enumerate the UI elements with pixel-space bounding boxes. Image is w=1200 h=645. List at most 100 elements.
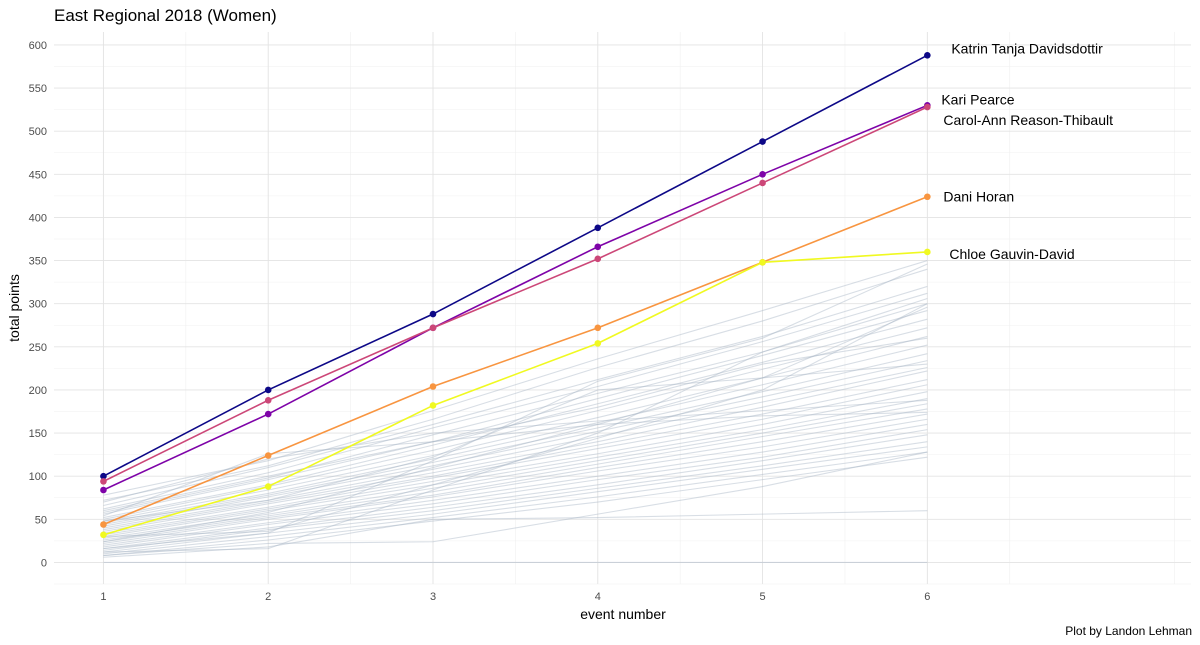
y-tick-label: 550 [29,83,47,95]
series-point [924,248,931,256]
background-series-line [103,337,928,512]
background-series-line [103,344,928,524]
background-series-line [103,285,928,507]
series-point [594,324,602,332]
background-series-line [103,384,928,534]
y-tick-label: 200 [29,385,47,397]
series-point [924,193,931,201]
background-series-line [103,429,928,548]
series-point [100,486,107,494]
minor-gridlines [54,32,1191,585]
background-series-line [103,413,928,543]
series-point [924,51,931,59]
series-label: Carol-Ann Reason-Thibault [943,112,1113,128]
y-tick-label: 600 [29,40,47,52]
background-series-line [103,303,928,538]
series-point [429,402,437,409]
series-point [264,396,272,404]
y-tick-label: 350 [29,256,47,268]
background-series-line [103,403,928,539]
y-tick-label: 400 [29,212,47,224]
series-line [103,195,928,526]
series-point [594,340,602,347]
x-tick-label: 3 [430,591,436,603]
background-series-line [103,451,928,557]
background-series-line [103,327,928,520]
highlighted-points [100,51,931,539]
series-point [264,452,272,459]
background-series-line [103,379,928,532]
y-tick-label: 250 [29,342,47,354]
background-series-line [103,268,928,501]
series-line [103,54,928,477]
background-series-line [103,446,928,553]
chart-title: East Regional 2018 (Women) [54,6,277,25]
background-series-line [103,370,928,531]
series-point [264,410,272,418]
series-point [594,255,602,263]
series-point [429,324,437,332]
background-series-line [103,441,928,551]
background-series-line [103,366,928,529]
background-series-line [103,303,928,513]
x-tick-label: 2 [265,591,271,603]
series-point [759,179,766,187]
background-series-line [103,353,928,526]
series-line [103,104,928,491]
major-gridlines [54,32,1191,584]
x-tick-label: 4 [595,591,601,603]
series-point [264,386,272,394]
background-series-line [103,263,928,550]
series-label: Dani Horan [943,189,1014,205]
plot-panel [54,32,1191,584]
background-series-line [103,408,928,541]
x-axis-title: event number [580,606,666,622]
background-series-line [103,360,928,527]
background-series-line [103,391,928,536]
y-axis-title: total points [6,274,22,342]
series-point [100,531,107,539]
x-tick-label: 5 [760,591,766,603]
background-series-line [103,292,928,510]
background-series-line [103,318,928,519]
background-series-line [103,451,928,555]
series-point [429,383,437,390]
x-axis-ticks: 1 2 3 4 5 6 [100,591,930,603]
series-point [924,103,931,111]
background-series-line [103,423,928,546]
series-point [594,224,602,232]
series-point [759,138,766,145]
y-tick-label: 0 [41,557,47,569]
x-tick-label: 1 [100,591,106,603]
background-series-line [103,411,928,517]
series-point [100,472,107,480]
series-point [759,171,766,178]
y-tick-label: 100 [29,471,47,483]
series-point [594,243,602,251]
series-labels: Katrin Tanja Davidsdottir Kari Pearce Caro… [941,40,1113,262]
series-label: Katrin Tanja Davidsdottir [951,40,1103,56]
series-label: Kari Pearce [941,91,1014,107]
background-series-line [103,297,928,553]
series-line [103,251,928,536]
y-tick-label: 300 [29,299,47,311]
background-series-line [103,418,928,545]
background-series-line [103,363,928,522]
background-series-line [103,306,928,543]
background-series-line [103,398,928,538]
background-series [103,260,928,563]
series-point [100,521,107,528]
background-series-line [103,434,928,550]
series-point [429,310,437,318]
y-tick-label: 50 [35,514,47,526]
y-tick-label: 150 [29,428,47,440]
series-point [759,258,766,266]
x-tick-label: 6 [924,591,930,603]
background-series-line [103,310,928,515]
series-line [103,106,928,483]
y-tick-label: 500 [29,126,47,138]
series-label: Chloe Gauvin-David [949,246,1074,262]
background-series-line [103,510,928,558]
y-tick-label: 450 [29,169,47,181]
